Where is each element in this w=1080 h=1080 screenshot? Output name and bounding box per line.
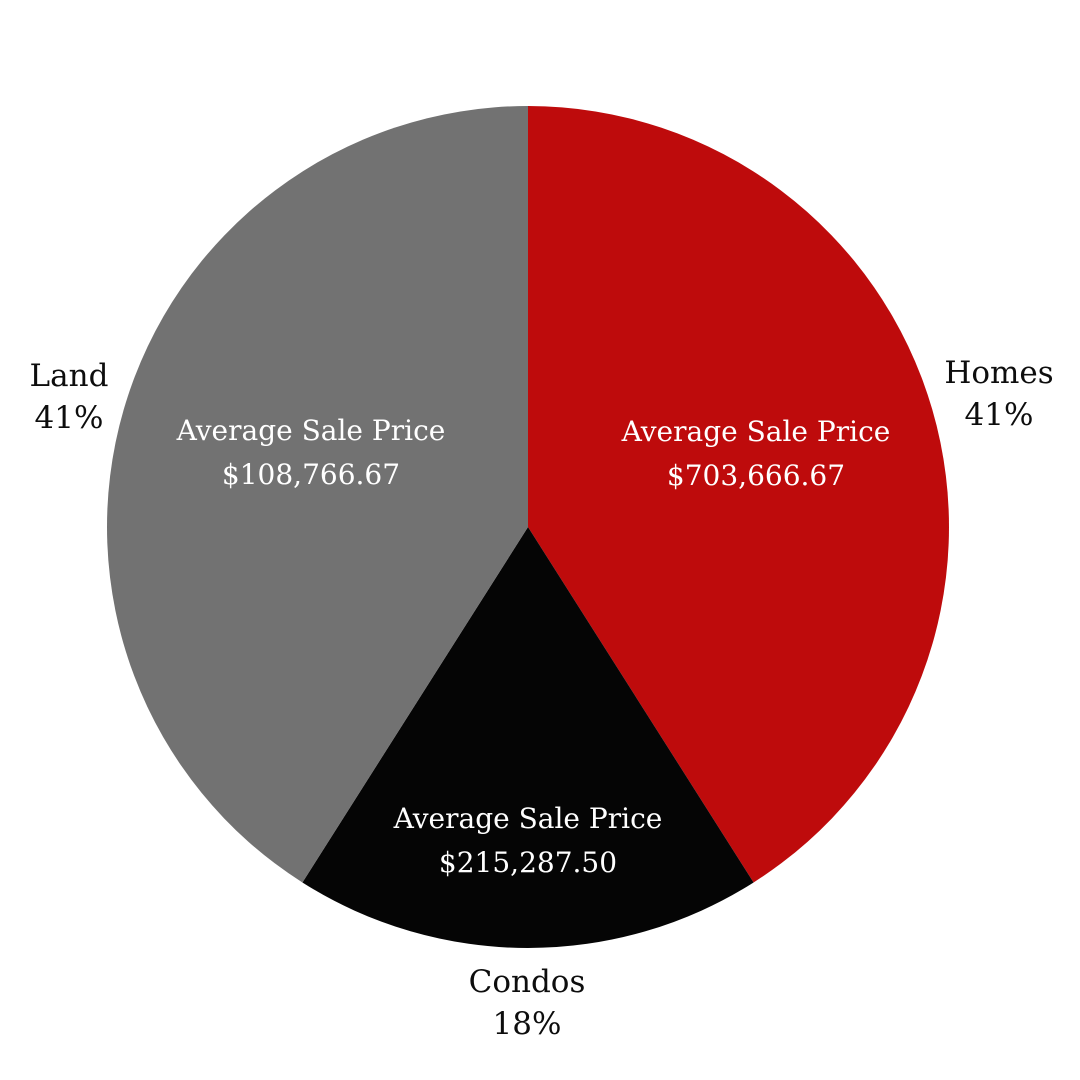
avg-sale-price-value: $215,287.50 [438,846,618,879]
slice-value-homes: Average Sale Price $703,666.67 [622,410,891,498]
avg-sale-price-caption: Average Sale Price [621,415,891,448]
avg-sale-price-caption: Average Sale Price [393,802,663,835]
pie-slice-condos [302,527,754,948]
avg-sale-price-caption: Average Sale Price [176,414,446,447]
slice-percent: 41% [964,397,1034,433]
avg-sale-price-value: $108,766.67 [221,458,401,491]
slice-name: Condos [468,964,586,1000]
avg-sale-price-value: $703,666.67 [666,459,846,492]
pie-slice-land [107,106,528,883]
slice-label-homes: Homes 41% [944,352,1053,436]
slice-value-land: Average Sale Price $108,766.67 [177,409,446,497]
slice-percent: 18% [492,1006,562,1042]
slice-label-land: Land 41% [30,355,109,439]
slice-value-condos: Average Sale Price $215,287.50 [394,797,663,885]
slice-label-condos: Condos 18% [469,961,586,1045]
slice-percent: 41% [34,400,104,436]
slice-name: Homes [944,355,1054,391]
pie-slice-homes [528,106,949,883]
slice-name: Land [29,358,109,394]
